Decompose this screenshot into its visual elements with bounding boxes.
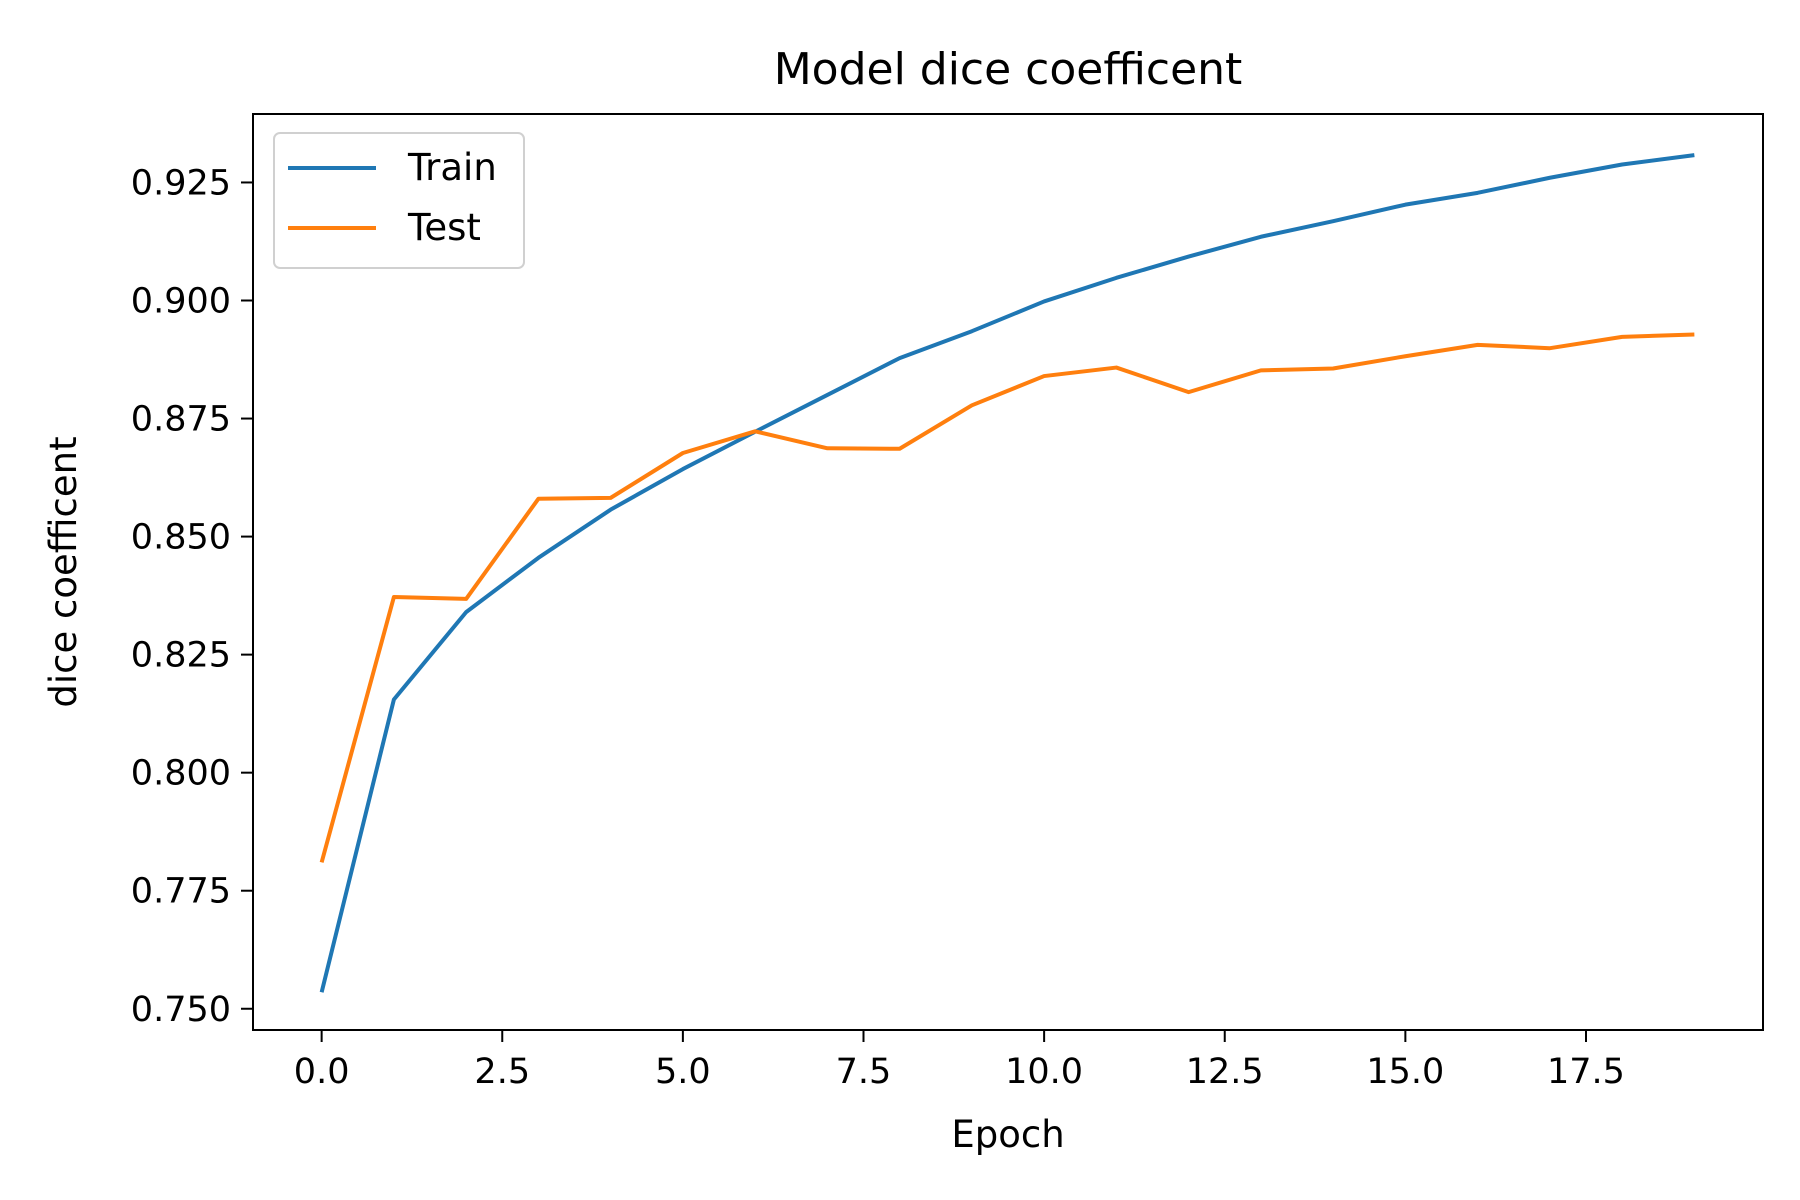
x-tick-label: 15.0 bbox=[1366, 1052, 1444, 1092]
chart-title: Model dice coefficent bbox=[774, 44, 1243, 95]
plot-area-frame bbox=[252, 113, 1764, 1031]
x-tick-label: 7.5 bbox=[836, 1052, 892, 1092]
y-tick-label: 0.875 bbox=[131, 400, 231, 440]
series-layer bbox=[319, 153, 1695, 993]
series-line-test bbox=[319, 332, 1695, 863]
x-tick-label: 17.5 bbox=[1547, 1052, 1625, 1092]
y-axis-ticks: 0.750 0.775 0.800 0.825 0.850 0.875 0.900 0.925 bbox=[131, 163, 253, 1030]
x-tick-label: 2.5 bbox=[474, 1052, 530, 1092]
y-tick-label: 0.800 bbox=[131, 754, 231, 794]
legend-label-train: Train bbox=[407, 146, 497, 189]
y-axis-label: dice coefficent bbox=[42, 436, 85, 707]
y-tick-label: 0.825 bbox=[131, 636, 231, 676]
x-tick-label: 12.5 bbox=[1186, 1052, 1264, 1092]
series-line-train bbox=[319, 153, 1695, 993]
y-tick-label: 0.900 bbox=[131, 282, 231, 322]
x-tick-label: 0.0 bbox=[294, 1052, 350, 1092]
x-tick-label: 10.0 bbox=[1005, 1052, 1083, 1092]
legend: Train Test bbox=[273, 132, 525, 269]
y-tick-label: 0.775 bbox=[131, 872, 231, 912]
y-tick-label: 0.750 bbox=[131, 990, 231, 1030]
x-tick-label: 5.0 bbox=[655, 1052, 711, 1092]
x-axis-ticks: 0.0 2.5 5.0 7.5 10.0 12.5 15.0 17.5 bbox=[294, 1030, 1625, 1092]
legend-label-test: Test bbox=[407, 206, 481, 249]
y-tick-label: 0.850 bbox=[131, 518, 231, 558]
y-tick-label: 0.925 bbox=[131, 163, 231, 203]
x-axis-label: Epoch bbox=[951, 1113, 1064, 1156]
